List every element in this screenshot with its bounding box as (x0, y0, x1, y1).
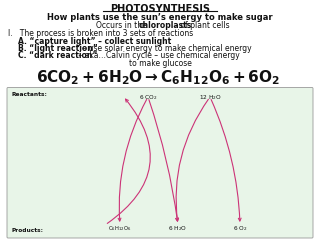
Text: 12 H$_2$O: 12 H$_2$O (198, 94, 221, 102)
Text: 6 H$_2$O: 6 H$_2$O (168, 224, 188, 233)
Text: Occurs in the: Occurs in the (96, 21, 149, 30)
Text: C. “dark reaction”: C. “dark reaction” (18, 52, 97, 60)
Text: Reactants:: Reactants: (11, 92, 47, 97)
Text: Products:: Products: (11, 228, 43, 233)
Text: – aka…Calvin cycle – use chemical energy: – aka…Calvin cycle – use chemical energy (76, 52, 240, 60)
Text: $\mathbf{6CO_2 + 6H_2O \rightarrow C_6H_{12}O_6 + 6O_2}$: $\mathbf{6CO_2 + 6H_2O \rightarrow C_6H_… (36, 68, 280, 87)
Text: chloroplasts: chloroplasts (139, 21, 192, 30)
Text: – use solar energy to make chemical energy: – use solar energy to make chemical ener… (80, 44, 252, 53)
Text: I.   The process is broken into 3 sets of reactions: I. The process is broken into 3 sets of … (8, 29, 193, 38)
Text: C$_6$H$_{12}$O$_6$: C$_6$H$_{12}$O$_6$ (108, 224, 132, 233)
Text: 6 O$_2$: 6 O$_2$ (233, 224, 247, 233)
Text: A. “capture light” – collect sunlight: A. “capture light” – collect sunlight (18, 36, 171, 46)
FancyBboxPatch shape (7, 88, 313, 238)
Text: PHOTOSYNTHESIS: PHOTOSYNTHESIS (110, 4, 210, 14)
Text: of plant cells: of plant cells (178, 21, 230, 30)
Text: to make glucose: to make glucose (129, 59, 191, 67)
Text: B. “light reaction”: B. “light reaction” (18, 44, 98, 53)
Text: 6 CO$_2$: 6 CO$_2$ (139, 94, 157, 102)
Text: How plants use the sun’s energy to make sugar: How plants use the sun’s energy to make … (47, 13, 273, 22)
